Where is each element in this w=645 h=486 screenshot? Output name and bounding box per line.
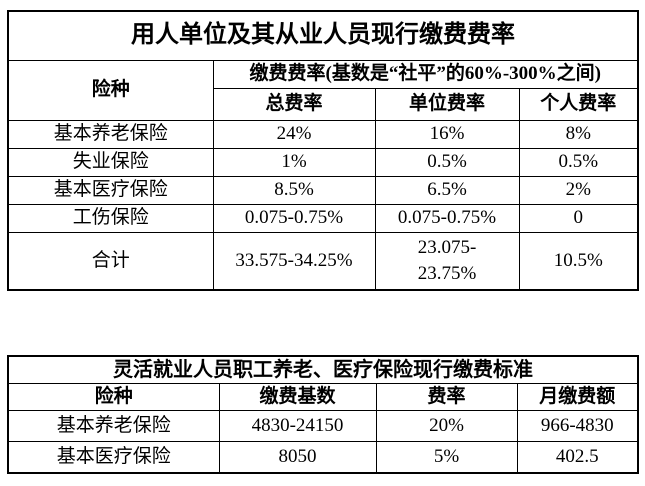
total-rate-cell: 33.575-34.25% xyxy=(212,232,376,291)
table-row: 基本养老保险 24% 16% 8% xyxy=(7,120,639,149)
payment-base-cell: 8050 xyxy=(218,441,377,474)
total-rate-cell: 0.075-0.75% xyxy=(212,204,376,233)
table-row: 基本医疗保险 8.5% 6.5% 2% xyxy=(7,176,639,205)
table1-header-row-1: 险种 缴费费率(基数是“社平”的60%-300%之间) xyxy=(7,60,639,121)
monthly-payment-header: 月缴费额 xyxy=(516,383,639,411)
total-rate-cell: 1% xyxy=(212,148,376,177)
table-row: 工伤保险 0.075-0.75% 0.075-0.75% 0 xyxy=(7,204,639,233)
employer-rate-cell: 0.5% xyxy=(374,148,520,177)
table2-title: 灵活就业人员职工养老、医疗保险现行缴费标准 xyxy=(7,355,639,384)
table-row: 失业保险 1% 0.5% 0.5% xyxy=(7,148,639,177)
table1-header-row-2: 总费率 单位费率 个人费率 xyxy=(8,88,639,121)
table-row: 基本养老保险 4830-24150 20% 966-4830 xyxy=(7,410,639,442)
personal-rate-cell: 0.5% xyxy=(518,148,639,177)
table-row: 基本医疗保险 8050 5% 402.5 xyxy=(7,441,639,474)
flexible-employment-rates-table: 灵活就业人员职工养老、医疗保险现行缴费标准 险种 缴费基数 费率 月缴费额 基本… xyxy=(7,355,639,474)
payment-base-cell: 4830-24150 xyxy=(218,410,377,442)
personal-rate-cell: 10.5% xyxy=(518,232,639,291)
employer-rate-value: 23.075-23.75% xyxy=(417,237,477,284)
insurance-name-cell: 基本养老保险 xyxy=(7,120,214,149)
table1-title-row: 用人单位及其从业人员现行缴费费率 xyxy=(7,10,639,61)
employer-rate-header: 单位费率 xyxy=(374,88,520,121)
employer-employee-rates-table: 用人单位及其从业人员现行缴费费率 险种 缴费费率(基数是“社平”的60%-300… xyxy=(7,10,639,291)
table2-header-row: 险种 缴费基数 费率 月缴费额 xyxy=(7,383,639,411)
personal-rate-cell: 0 xyxy=(518,204,639,233)
insurance-name-cell: 工伤保险 xyxy=(7,204,214,233)
payment-base-header: 缴费基数 xyxy=(218,383,377,411)
table2-title-row: 灵活就业人员职工养老、医疗保险现行缴费标准 xyxy=(7,355,639,384)
employer-rate-cell: 23.075-23.75% xyxy=(374,232,520,291)
total-rate-cell: 8.5% xyxy=(212,176,376,205)
employer-rate-cell: 16% xyxy=(374,120,520,149)
insurance-name-cell: 基本医疗保险 xyxy=(7,176,214,205)
insurance-name-cell: 失业保险 xyxy=(7,148,214,177)
total-rate-header: 总费率 xyxy=(212,88,376,121)
monthly-payment-cell: 402.5 xyxy=(516,441,639,474)
insurance-type-header: 险种 xyxy=(7,383,220,411)
personal-rate-header: 个人费率 xyxy=(518,88,639,121)
table-total-row: 合计 33.575-34.25% 23.075-23.75% 10.5% xyxy=(7,232,639,291)
insurance-name-cell: 基本医疗保险 xyxy=(7,441,220,474)
personal-rate-cell: 8% xyxy=(518,120,639,149)
monthly-payment-cell: 966-4830 xyxy=(516,410,639,442)
rate-cell: 5% xyxy=(375,441,518,474)
rate-header: 费率 xyxy=(375,383,518,411)
rate-base-header: 缴费费率(基数是“社平”的60%-300%之间) xyxy=(212,60,639,89)
total-rate-cell: 24% xyxy=(212,120,376,149)
rate-cell: 20% xyxy=(375,410,518,442)
employer-rate-cell: 6.5% xyxy=(374,176,520,205)
insurance-name-cell: 基本养老保险 xyxy=(7,410,220,442)
insurance-name-cell: 合计 xyxy=(7,232,214,291)
insurance-type-header: 险种 xyxy=(7,60,214,121)
employer-rate-cell: 0.075-0.75% xyxy=(374,204,520,233)
personal-rate-cell: 2% xyxy=(518,176,639,205)
table1-title: 用人单位及其从业人员现行缴费费率 xyxy=(7,10,639,61)
